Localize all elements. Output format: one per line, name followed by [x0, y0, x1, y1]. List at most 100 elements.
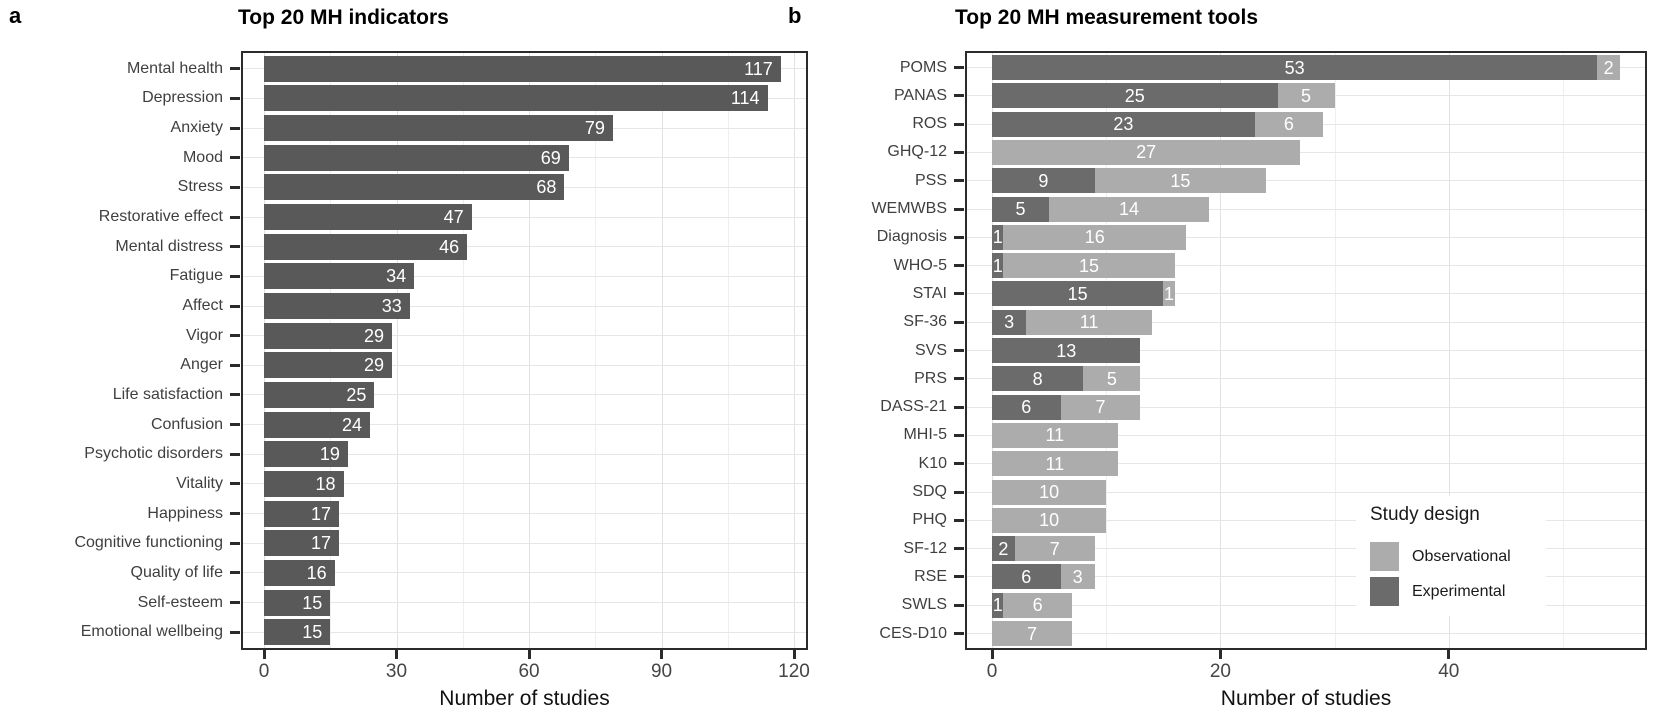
bar-segment-poms-observational — [1597, 55, 1621, 80]
category-label-prs: PRS — [914, 369, 947, 387]
bar-happiness — [264, 500, 340, 527]
bar-anger — [264, 352, 393, 379]
gridline-row — [243, 335, 806, 337]
category-label-vitality: Vitality — [176, 474, 223, 492]
bar-segment-stai-experimental — [992, 281, 1164, 307]
category-label-sf-36: SF-36 — [903, 313, 947, 331]
gridline-row — [967, 321, 1645, 323]
x-tick-label: 30 — [385, 661, 408, 682]
gridline-minor — [727, 53, 729, 648]
gridline-major — [529, 53, 531, 648]
y-tick-mark — [954, 66, 964, 69]
bar-segment-svs-experimental — [992, 338, 1141, 363]
bar-value-label: 1 — [992, 255, 1003, 276]
category-label-cognitive-functioning: Cognitive functioning — [74, 534, 223, 552]
x-tick-label: 20 — [1209, 661, 1231, 682]
indicators-x-axis-title: Number of studies — [439, 687, 610, 710]
panel-a-title: Top 20 MH indicators — [238, 6, 449, 29]
category-label-life-satisfaction: Life satisfaction — [112, 385, 223, 403]
y-tick-mark — [230, 571, 240, 575]
y-tick-mark — [954, 292, 964, 296]
gridline-row — [243, 275, 806, 277]
gridline-row — [243, 364, 806, 366]
x-tick-mark — [262, 650, 266, 659]
bar-segment-ros-experimental — [992, 111, 1255, 137]
gridline-minor — [462, 53, 464, 648]
y-tick-mark — [230, 601, 240, 605]
legend-label-observational: Observational — [1412, 548, 1511, 565]
bar-value-label: 24 — [341, 414, 362, 435]
bar-value-label: 8 — [1032, 368, 1043, 389]
x-tick-mark — [527, 650, 531, 659]
bar-value-label: 2 — [998, 538, 1009, 559]
bar-value-label: 47 — [443, 207, 464, 228]
category-label-depression: Depression — [142, 89, 223, 107]
y-tick-mark — [954, 377, 964, 381]
y-tick-mark — [954, 179, 964, 183]
gridline-row — [967, 350, 1645, 351]
category-label-anxiety: Anxiety — [170, 119, 223, 137]
gridline-minor — [330, 53, 332, 648]
bar-segment-ros-observational — [1254, 111, 1324, 137]
bar-value-label: 16 — [1084, 227, 1105, 248]
y-tick-mark — [954, 349, 964, 352]
y-tick-mark — [954, 405, 964, 409]
category-label-k10: K10 — [918, 454, 947, 472]
bar-value-label: 33 — [381, 296, 402, 316]
bar-segment-pss-observational — [1094, 168, 1267, 194]
y-tick-mark — [954, 94, 964, 98]
gridline-row — [967, 180, 1645, 182]
y-tick-mark — [230, 541, 240, 545]
category-label-psychotic-disorders: Psychotic disorders — [84, 445, 223, 463]
bar-value-label: 27 — [1136, 142, 1157, 163]
category-label-affect: Affect — [182, 297, 223, 314]
y-tick-mark — [230, 185, 240, 189]
bar-value-label: 11 — [1079, 312, 1099, 333]
bar-value-label: 1 — [992, 595, 1003, 616]
category-label-poms: POMS — [899, 58, 947, 76]
bar-value-label: 9 — [1038, 170, 1049, 191]
category-label-panas: PANAS — [893, 86, 947, 104]
bar-value-label: 6 — [1021, 397, 1032, 418]
gridline-row — [243, 513, 806, 515]
bar-segment-prs-experimental — [992, 366, 1084, 392]
category-label-restorative-effect: Restorative effect — [98, 208, 223, 226]
y-tick-mark — [954, 603, 964, 607]
bar-vigor — [264, 322, 393, 349]
bar-segment-rse-experimental — [992, 564, 1061, 590]
gridline-row — [967, 293, 1645, 295]
gridline-row — [967, 576, 1645, 578]
bar-segment-poms-experimental — [992, 55, 1598, 80]
y-tick-mark — [230, 423, 240, 427]
bar-value-label: 2 — [1603, 57, 1614, 78]
bar-stress — [264, 174, 565, 201]
bar-value-label: 11 — [1045, 453, 1065, 474]
bar-fatigue — [264, 263, 415, 290]
gridline-row — [243, 602, 806, 604]
gridline-row — [243, 483, 806, 485]
gridline-row — [967, 633, 1645, 634]
bar-value-label: 6 — [1032, 595, 1043, 616]
x-tick-mark — [395, 650, 398, 659]
bar-mental-health — [264, 55, 781, 82]
x-tick-mark — [660, 650, 664, 659]
x-tick-mark — [990, 650, 994, 659]
bar-segment-ces-d10-observational — [992, 621, 1072, 646]
bar-value-label: 29 — [364, 355, 385, 376]
y-tick-mark — [954, 632, 964, 635]
category-label-phq: PHQ — [912, 511, 947, 529]
bar-affect — [264, 293, 410, 319]
bar-value-label: 11 — [1045, 425, 1065, 446]
x-tick-label: 40 — [1438, 661, 1460, 682]
category-label-diagnosis: Diagnosis — [876, 228, 947, 246]
x-tick-mark — [1447, 650, 1451, 659]
category-label-mental-distress: Mental distress — [115, 237, 223, 255]
bar-value-label: 1 — [992, 227, 1003, 248]
legend: Study design Observational Experimental — [1356, 496, 1546, 616]
y-tick-mark — [230, 304, 240, 308]
category-label-who-5: WHO-5 — [893, 256, 947, 274]
bar-segment-stai-observational — [1163, 281, 1175, 307]
bar-confusion — [264, 411, 370, 438]
y-tick-mark — [954, 575, 964, 579]
panel-b-letter: b — [788, 3, 802, 28]
